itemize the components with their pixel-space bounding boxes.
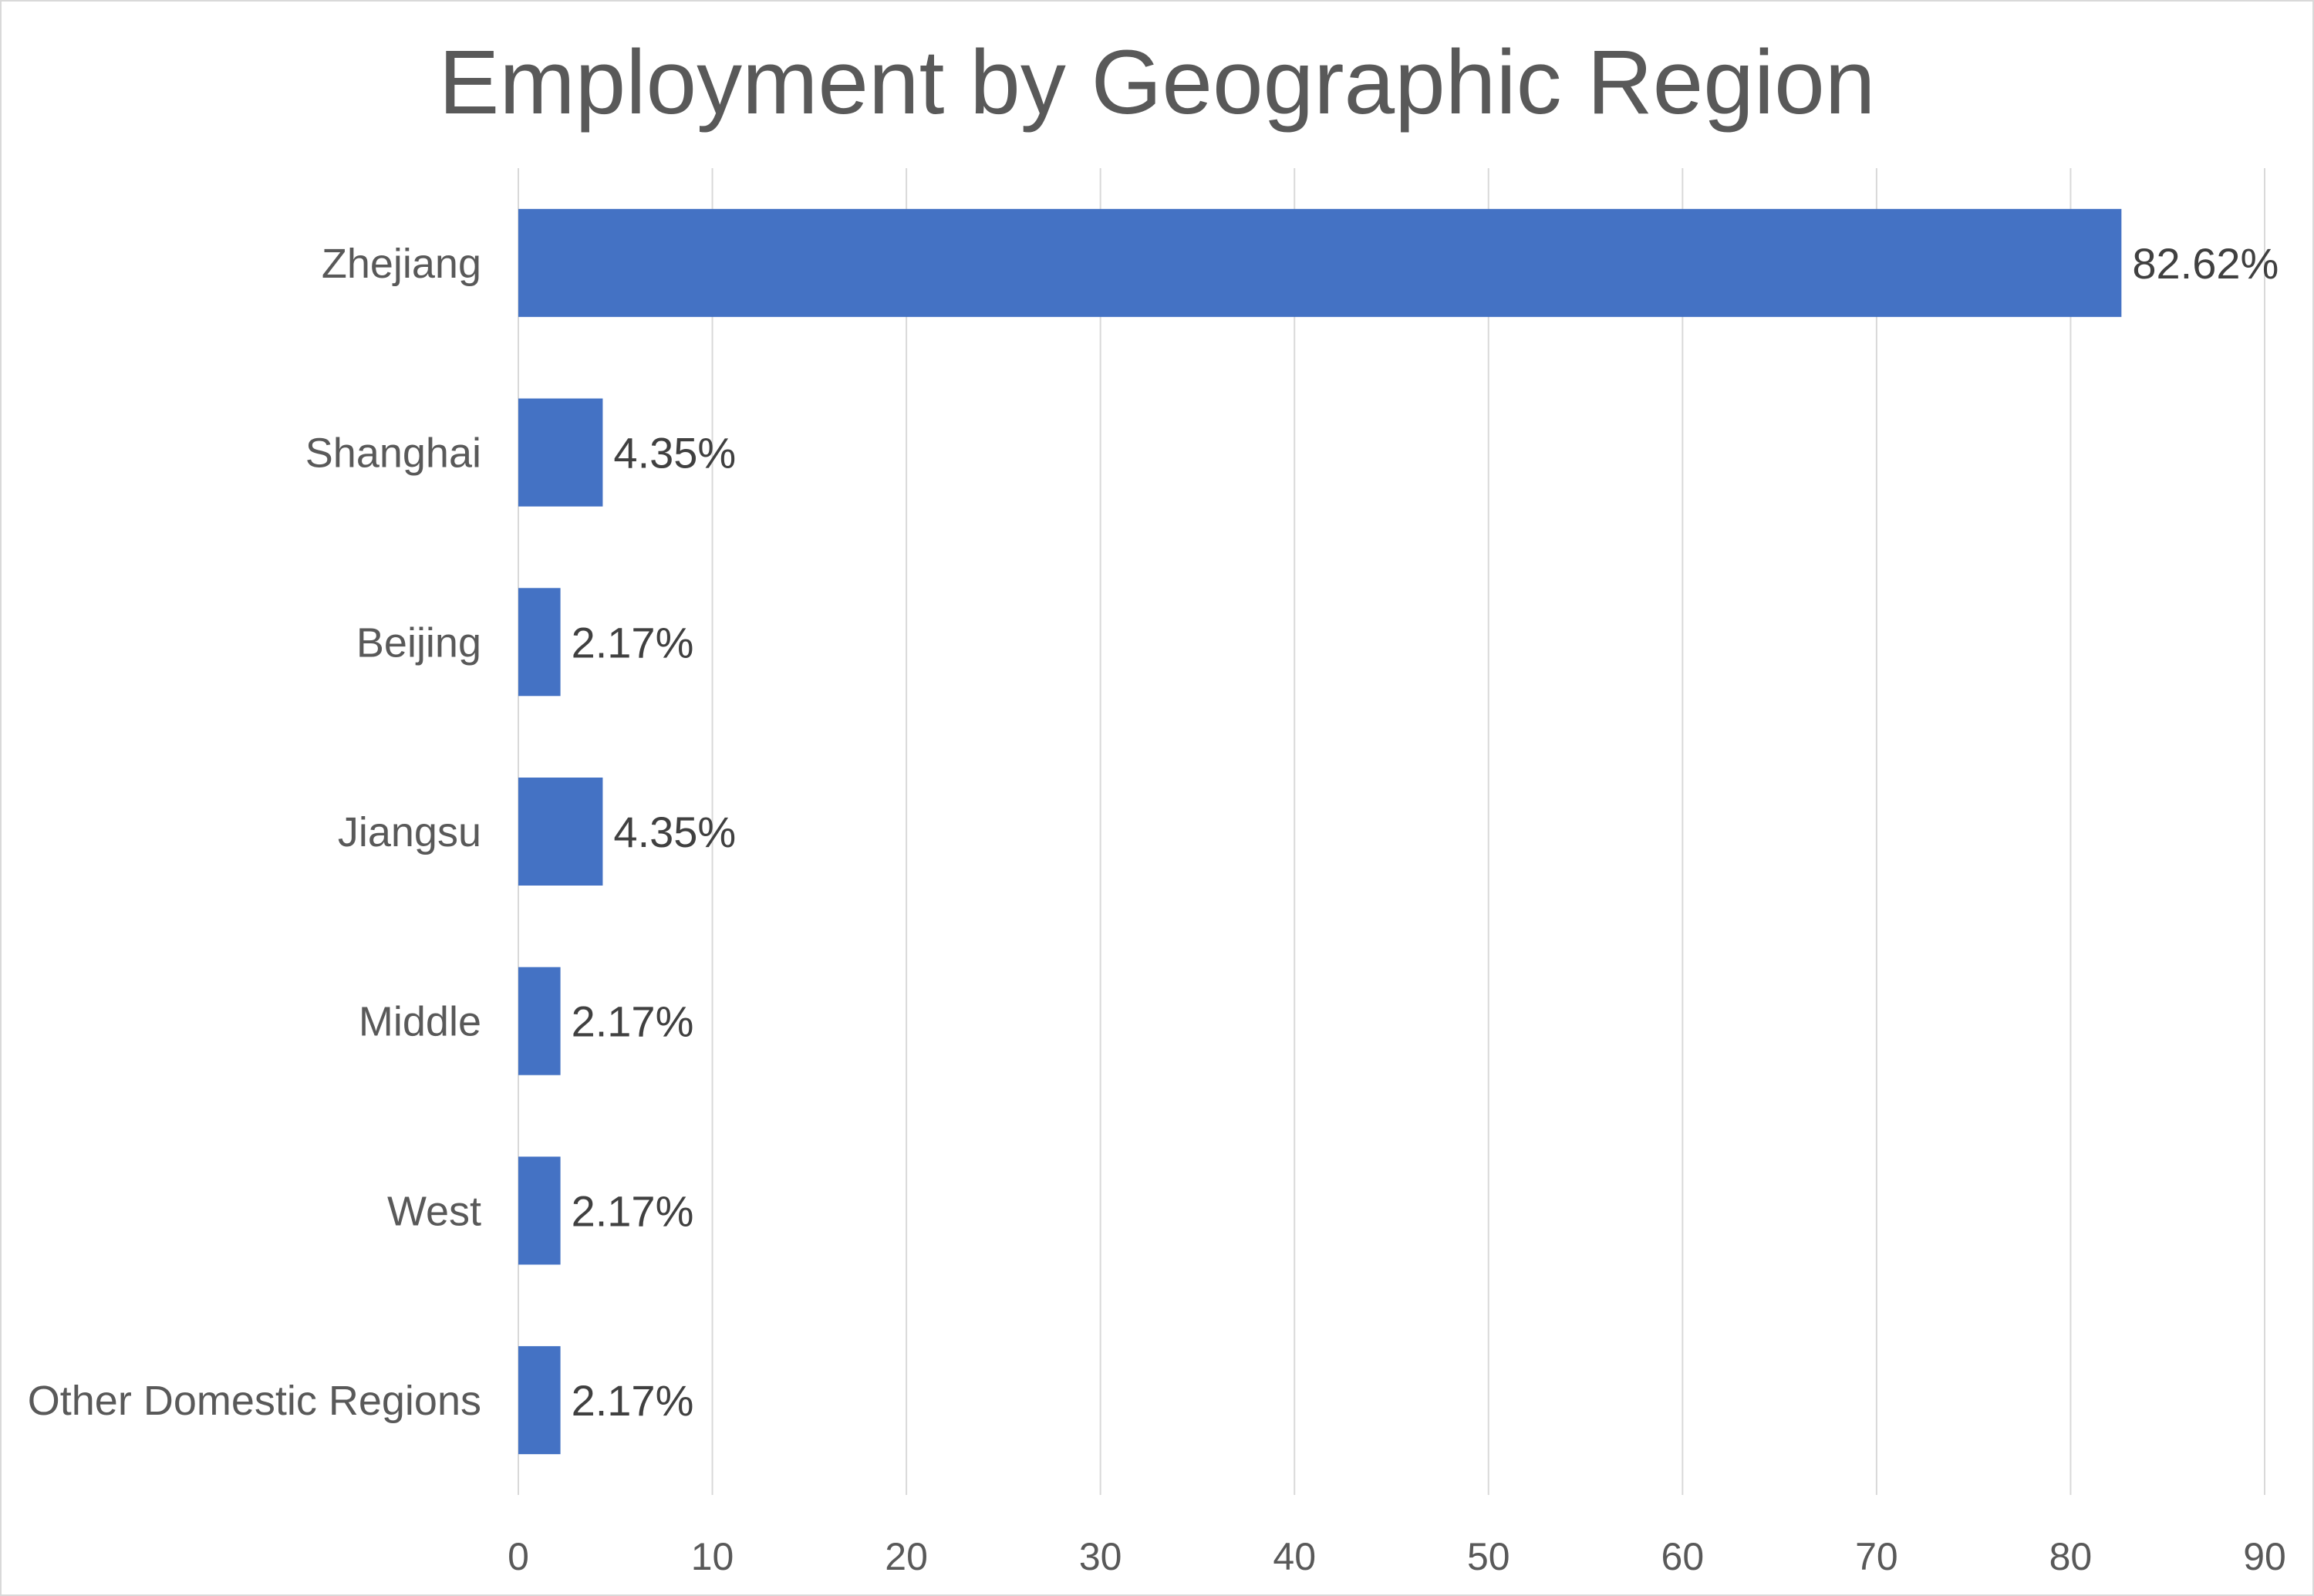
category-label: Shanghai — [305, 430, 481, 477]
bar-jiangsu — [518, 778, 603, 886]
data-label: 2.17% — [572, 618, 694, 666]
x-tick-label: 20 — [885, 1535, 928, 1578]
category-label: Zhejiang — [322, 241, 481, 287]
bar-beijing — [518, 588, 561, 697]
category-label: West — [387, 1188, 481, 1234]
x-tick-label: 50 — [1467, 1535, 1510, 1578]
x-tick-label: 90 — [2243, 1535, 2286, 1578]
data-label: 2.17% — [572, 997, 694, 1046]
bar-west — [518, 1156, 561, 1265]
data-label: 2.17% — [572, 1376, 694, 1425]
x-tick-label: 60 — [1661, 1535, 1705, 1578]
chart-title: Employment by Geographic Region — [438, 32, 1876, 133]
data-label: 4.35% — [613, 429, 736, 477]
category-labels: Zhejiang Shanghai Beijing Jiangsu Middle West… — [28, 241, 481, 1424]
category-label: Middle — [359, 999, 481, 1045]
bars — [518, 208, 2122, 1455]
x-tick-label: 10 — [691, 1535, 734, 1578]
category-label: Beijing — [356, 619, 481, 666]
x-tick-label: 0 — [508, 1535, 529, 1578]
category-label: Jiangsu — [338, 809, 481, 855]
gridlines — [518, 168, 2265, 1495]
bar-zhejiang — [518, 208, 2122, 317]
x-tick-label: 70 — [1855, 1535, 1898, 1578]
x-tick-label: 40 — [1273, 1535, 1316, 1578]
data-labels: 82.62% 4.35% 2.17% 4.35% 2.17% 2.17% 2.17% — [572, 239, 2279, 1425]
x-axis-ticks: 0 10 20 30 40 50 60 70 80 90 — [508, 1535, 2286, 1578]
data-label: 4.35% — [613, 808, 736, 856]
bar-middle — [518, 967, 561, 1075]
x-tick-label: 80 — [2049, 1535, 2093, 1578]
data-label: 2.17% — [572, 1186, 694, 1235]
bar-other-domestic-regions — [518, 1346, 561, 1455]
bar-shanghai — [518, 398, 603, 507]
category-label: Other Domestic Regions — [28, 1378, 481, 1424]
x-tick-label: 30 — [1079, 1535, 1122, 1578]
data-label: 82.62% — [2132, 239, 2279, 288]
